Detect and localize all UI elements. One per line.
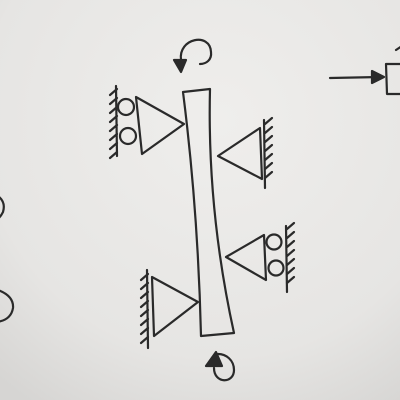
moment-arrow-bottom (204, 350, 236, 382)
roller-support-top-left (108, 84, 186, 160)
partial-sketch-left-edge (0, 196, 15, 323)
pin-support-bottom-left (139, 268, 200, 350)
roller-support-bottom-right (224, 221, 296, 294)
vertical-beam (181, 87, 236, 338)
moment-arrow-top (172, 38, 213, 74)
pin-support-top-right (216, 116, 274, 190)
partial-sketch-right-edge (328, 46, 400, 96)
